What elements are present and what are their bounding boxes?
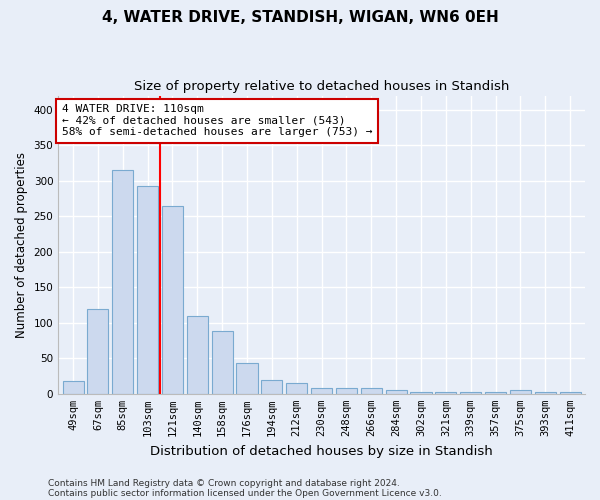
Bar: [336, 388, 357, 394]
Bar: [162, 206, 183, 394]
Bar: [62, 381, 83, 394]
Text: Contains HM Land Registry data © Crown copyright and database right 2024.: Contains HM Land Registry data © Crown c…: [48, 478, 400, 488]
Bar: [435, 392, 457, 394]
Bar: [262, 380, 283, 394]
Y-axis label: Number of detached properties: Number of detached properties: [15, 152, 28, 338]
Bar: [361, 388, 382, 394]
Bar: [236, 362, 257, 394]
Text: 4 WATER DRIVE: 110sqm
← 42% of detached houses are smaller (543)
58% of semi-det: 4 WATER DRIVE: 110sqm ← 42% of detached …: [62, 104, 373, 138]
Bar: [410, 392, 431, 394]
Bar: [560, 392, 581, 394]
Text: Contains public sector information licensed under the Open Government Licence v3: Contains public sector information licen…: [48, 488, 442, 498]
Bar: [187, 316, 208, 394]
Bar: [212, 332, 233, 394]
Bar: [137, 186, 158, 394]
Bar: [510, 390, 531, 394]
Bar: [88, 308, 109, 394]
Bar: [485, 392, 506, 394]
Bar: [112, 170, 133, 394]
Text: 4, WATER DRIVE, STANDISH, WIGAN, WN6 0EH: 4, WATER DRIVE, STANDISH, WIGAN, WN6 0EH: [101, 10, 499, 25]
Bar: [460, 392, 481, 394]
Bar: [311, 388, 332, 394]
Title: Size of property relative to detached houses in Standish: Size of property relative to detached ho…: [134, 80, 509, 93]
Bar: [286, 383, 307, 394]
Bar: [535, 392, 556, 394]
Bar: [386, 390, 407, 394]
X-axis label: Distribution of detached houses by size in Standish: Distribution of detached houses by size …: [150, 444, 493, 458]
